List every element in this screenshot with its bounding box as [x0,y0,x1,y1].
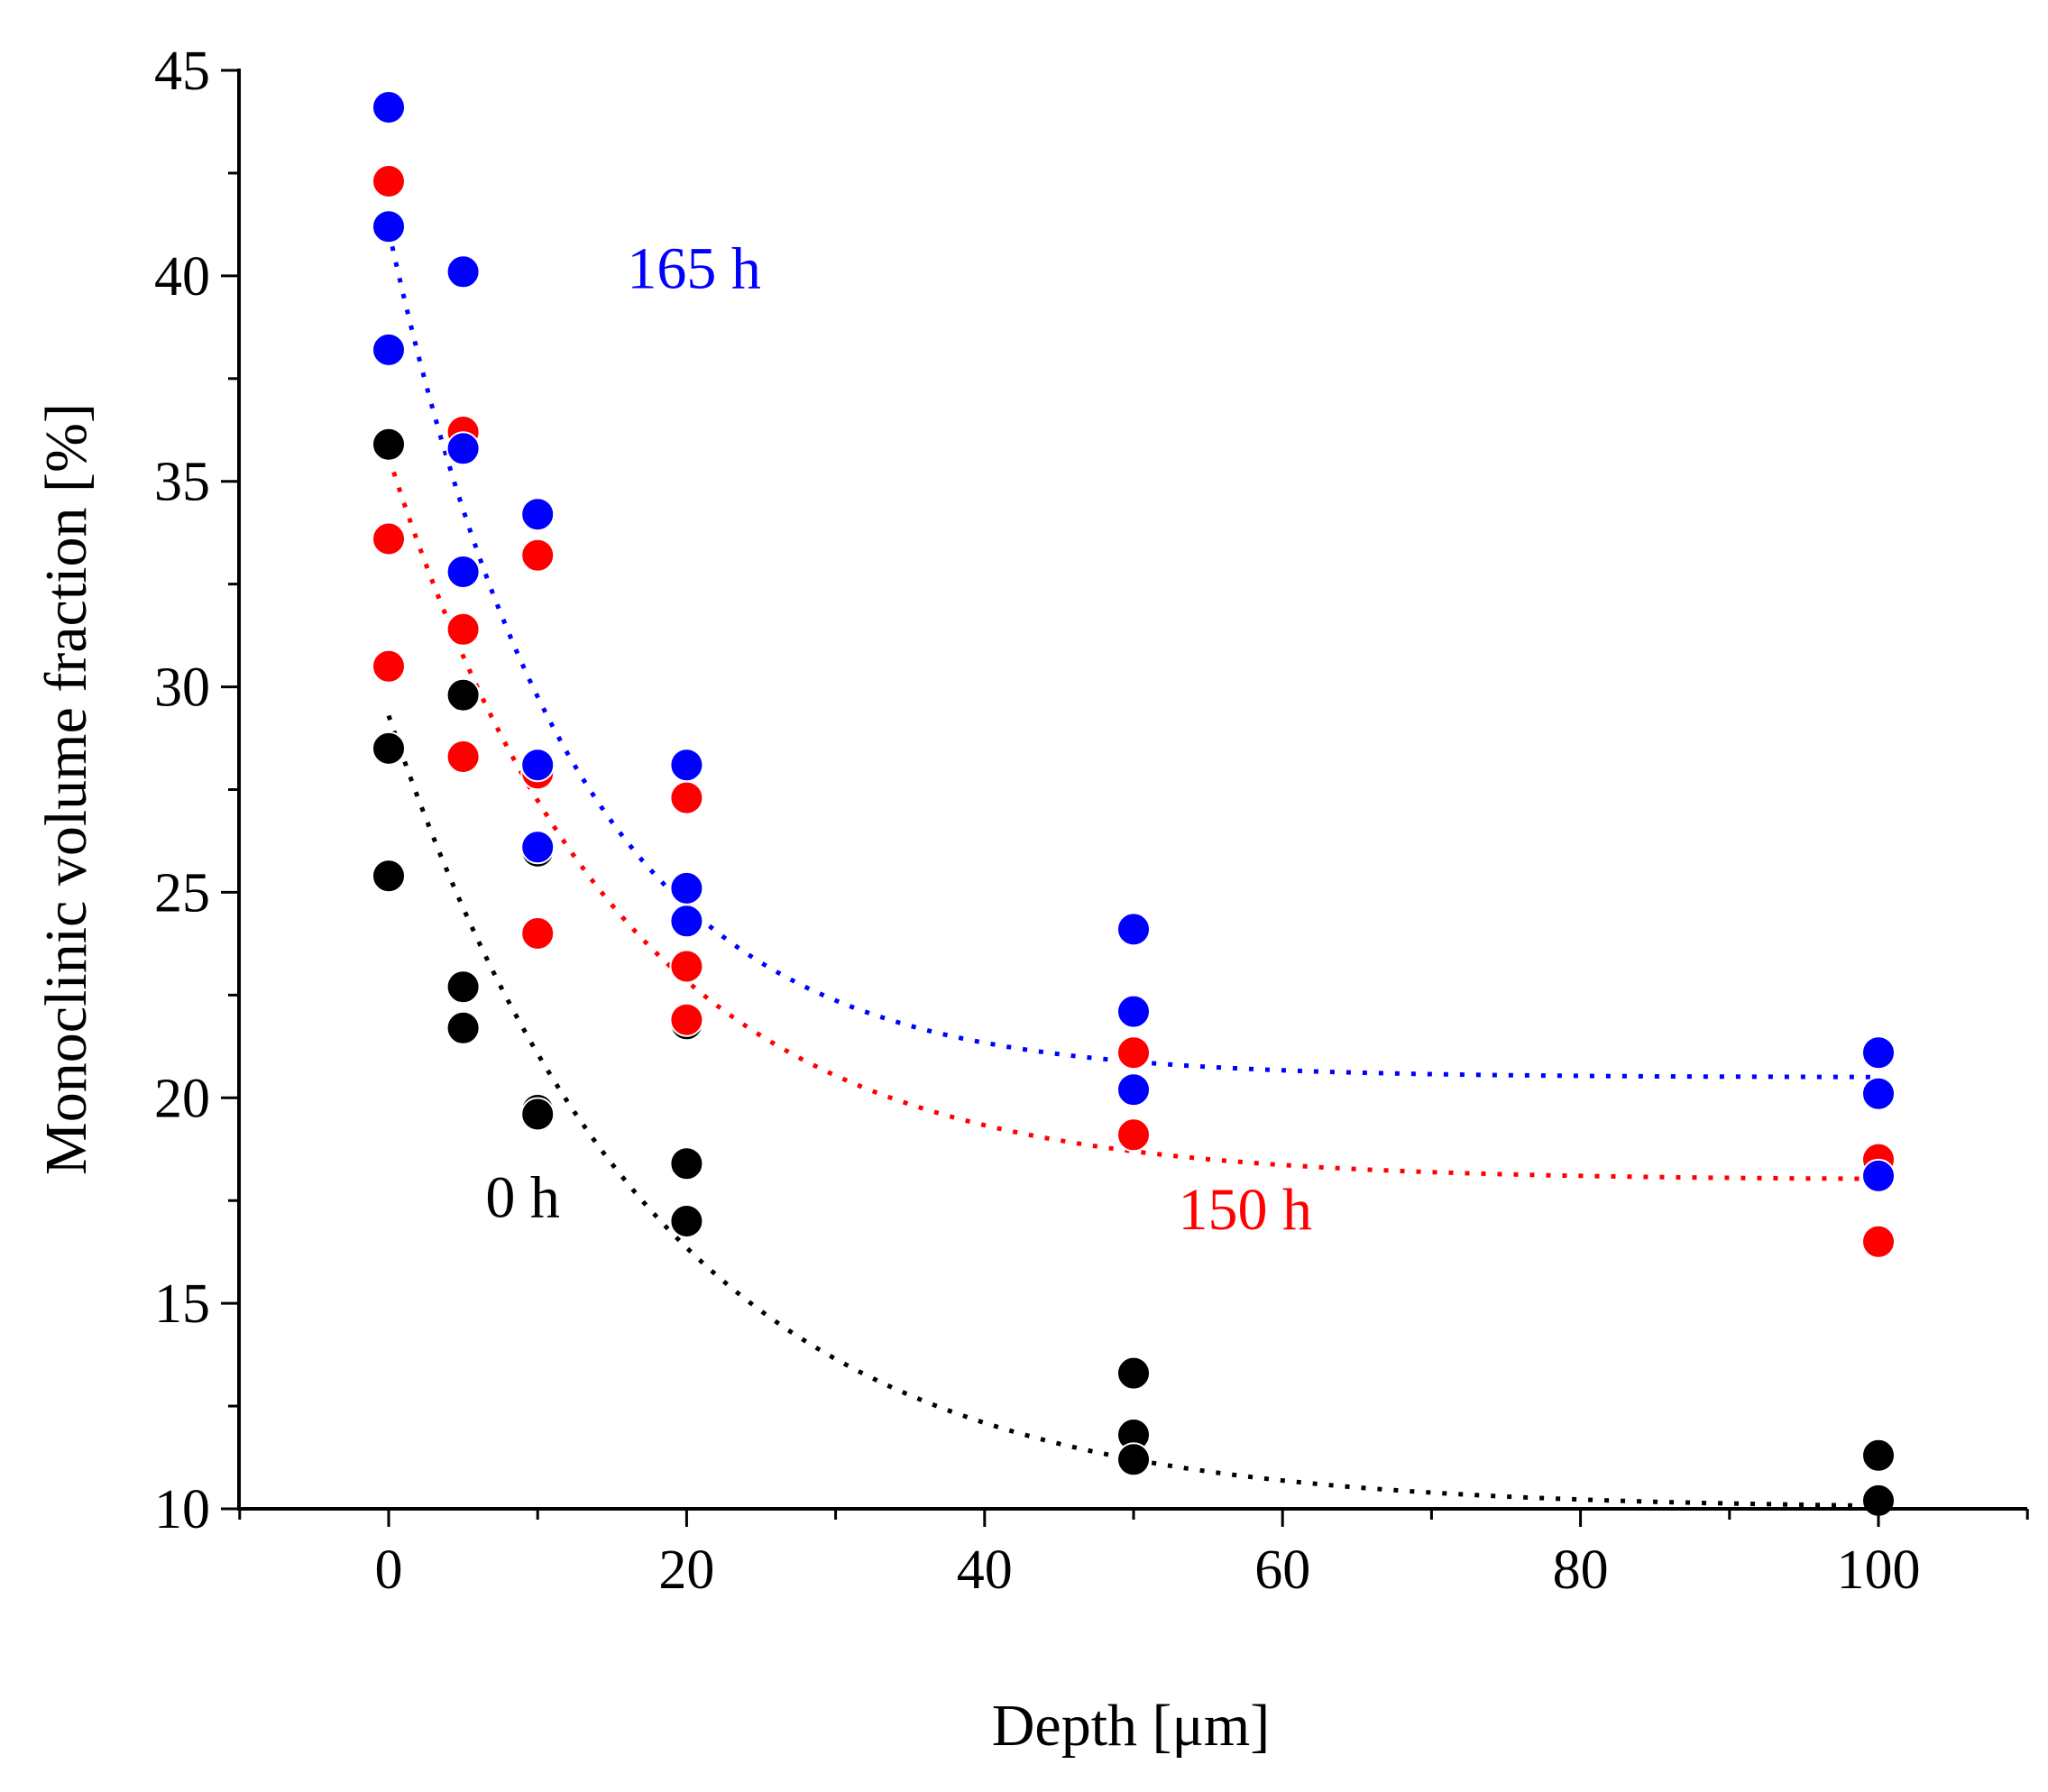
data-point-2-11 [669,904,704,939]
data-point-0-10 [669,1146,704,1181]
data-point-1-10 [669,949,704,984]
data-point-2-4 [445,431,481,466]
data-point-2-9 [669,748,704,783]
data-point-2-14 [1116,1072,1151,1107]
data-point-0-0 [372,427,406,462]
data-point-1-15 [1861,1224,1896,1259]
axes: 10 15 20 25 30 35 40 45 0 20 40 60 80 100 [154,41,2029,1601]
data-point-1-5 [445,740,481,774]
x-axis-title: Depth [μm] [992,1693,1270,1759]
data-point-2-7 [520,748,556,783]
data-point-2-1 [372,209,406,244]
data-point-1-11 [669,1002,704,1037]
y-tick-label: 25 [154,862,210,924]
fit-curve-1 [386,455,1879,1181]
data-point-0-3 [445,677,481,712]
data-point-1-4 [445,611,481,647]
data-point-1-9 [669,780,704,815]
data-point-0-2 [372,859,406,894]
data-point-0-5 [445,1010,481,1045]
x-tick-label: 100 [1837,1539,1921,1601]
data-point-0-8 [520,1097,556,1132]
y-tick-label: 35 [154,452,210,513]
data-point-2-17 [1861,1158,1896,1193]
data-point-2-8 [520,830,556,865]
data-points [372,90,1896,1518]
series-label-2: 0 h [485,1164,560,1230]
data-point-1-0 [372,164,406,198]
data-point-2-12 [1116,912,1151,947]
data-point-1-13 [1116,1117,1151,1153]
data-point-0-12 [1116,1355,1151,1391]
data-point-2-5 [445,555,481,589]
data-point-2-3 [445,254,481,289]
x-tick-label: 0 [375,1539,403,1601]
data-point-2-0 [372,90,406,124]
x-tick-label: 20 [658,1539,714,1601]
data-point-2-15 [1861,1035,1896,1071]
y-tick-label: 30 [154,657,210,719]
y-tick-label: 10 [154,1479,210,1540]
data-point-1-2 [372,648,406,684]
y-tick-label: 40 [154,246,210,308]
data-point-0-4 [445,970,481,1005]
x-tick-label: 60 [1254,1539,1310,1601]
data-point-2-16 [1861,1076,1896,1111]
data-point-0-1 [372,731,406,766]
data-point-2-6 [520,497,556,532]
y-tick-label: 45 [154,41,210,102]
fit-curve-2 [386,230,1878,1080]
data-point-2-2 [372,332,406,367]
data-point-1-1 [372,521,406,556]
y-axis-title: Monoclinic volume fraction [%] [33,403,99,1175]
data-point-0-14 [1116,1442,1151,1477]
series-labels: 165 h 150 h 0 h [485,236,1312,1244]
series-label-0: 165 h [627,236,761,302]
y-tick-label: 20 [154,1068,210,1129]
data-point-2-10 [669,870,704,905]
data-point-2-13 [1116,994,1151,1029]
y-tick-label: 15 [154,1273,210,1335]
data-point-1-6 [520,538,556,573]
fit-curves [386,230,1879,1509]
data-point-0-11 [669,1204,704,1238]
series-label-1: 150 h [1179,1177,1313,1243]
data-point-1-8 [520,916,556,951]
x-tick-label: 40 [957,1539,1013,1601]
data-point-0-15 [1861,1438,1896,1473]
x-tick-label: 80 [1553,1539,1609,1601]
data-point-1-12 [1116,1035,1151,1071]
